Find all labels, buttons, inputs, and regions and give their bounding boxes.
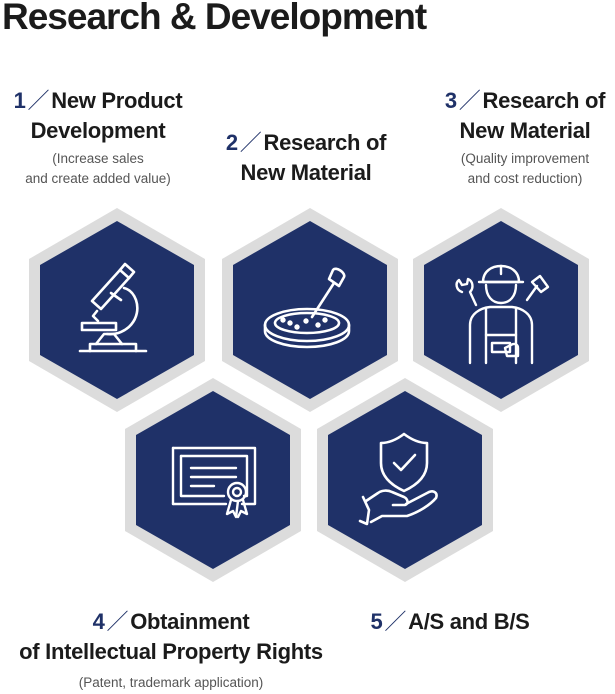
item-3-number: 3 [444, 88, 457, 113]
item-2-slash: ／ [239, 130, 262, 155]
worker-icon [455, 264, 550, 365]
item-1-subtitle-line1: (Increase sales [52, 151, 144, 166]
hexagon-1 [29, 208, 205, 412]
item-3-title-line1: Research of [482, 88, 606, 113]
item-1-slash: ／ [27, 88, 50, 113]
certificate-icon [171, 446, 257, 519]
item-4-subtitle: (Patent, trademark application) [78, 675, 264, 690]
page-title: Research & Development [2, 0, 427, 37]
item-2-number: 2 [225, 130, 238, 155]
hexagon-3 [413, 208, 589, 412]
item-5-label: 5／A/S and B/S [355, 607, 545, 637]
item-3-subtitle-line2: and cost reduction) [467, 171, 583, 186]
item-3-title-line2: New Material [459, 118, 591, 143]
item-4-title-line2: of Intellectual Property Rights [19, 639, 323, 664]
item-1-title-line2: Development [30, 118, 166, 143]
item-2-label: 2／Research of New Material [206, 128, 406, 188]
item-5-title-line1: A/S and B/S [408, 609, 530, 634]
item-1-subtitle-line2: and create added value) [25, 171, 171, 186]
item-2-title-line2: New Material [240, 160, 372, 185]
item-1-title-line1: New Product [51, 88, 183, 113]
item-4-slash: ／ [106, 609, 129, 634]
item-4-label: 4／Obtainment of Intellectual Property Ri… [0, 607, 342, 693]
item-5-slash: ／ [384, 609, 407, 634]
petri-dish-icon [263, 267, 351, 349]
item-3-slash: ／ [458, 88, 481, 113]
microscope-icon [78, 262, 148, 353]
item-4-title-line1: Obtainment [130, 609, 250, 634]
item-1-number: 1 [13, 88, 26, 113]
item-4-number: 4 [92, 609, 105, 634]
item-1-label: 1／New Product Development (Increase sale… [0, 86, 196, 189]
item-5-number: 5 [370, 609, 383, 634]
item-3-label: 3／Research of New Material (Quality impr… [425, 86, 615, 189]
hexagon-5 [317, 378, 493, 582]
shield-hand-icon [358, 432, 438, 526]
hexagon-4 [125, 378, 301, 582]
item-2-title-line1: Research of [263, 130, 387, 155]
item-3-subtitle-line1: (Quality improvement [460, 151, 590, 166]
